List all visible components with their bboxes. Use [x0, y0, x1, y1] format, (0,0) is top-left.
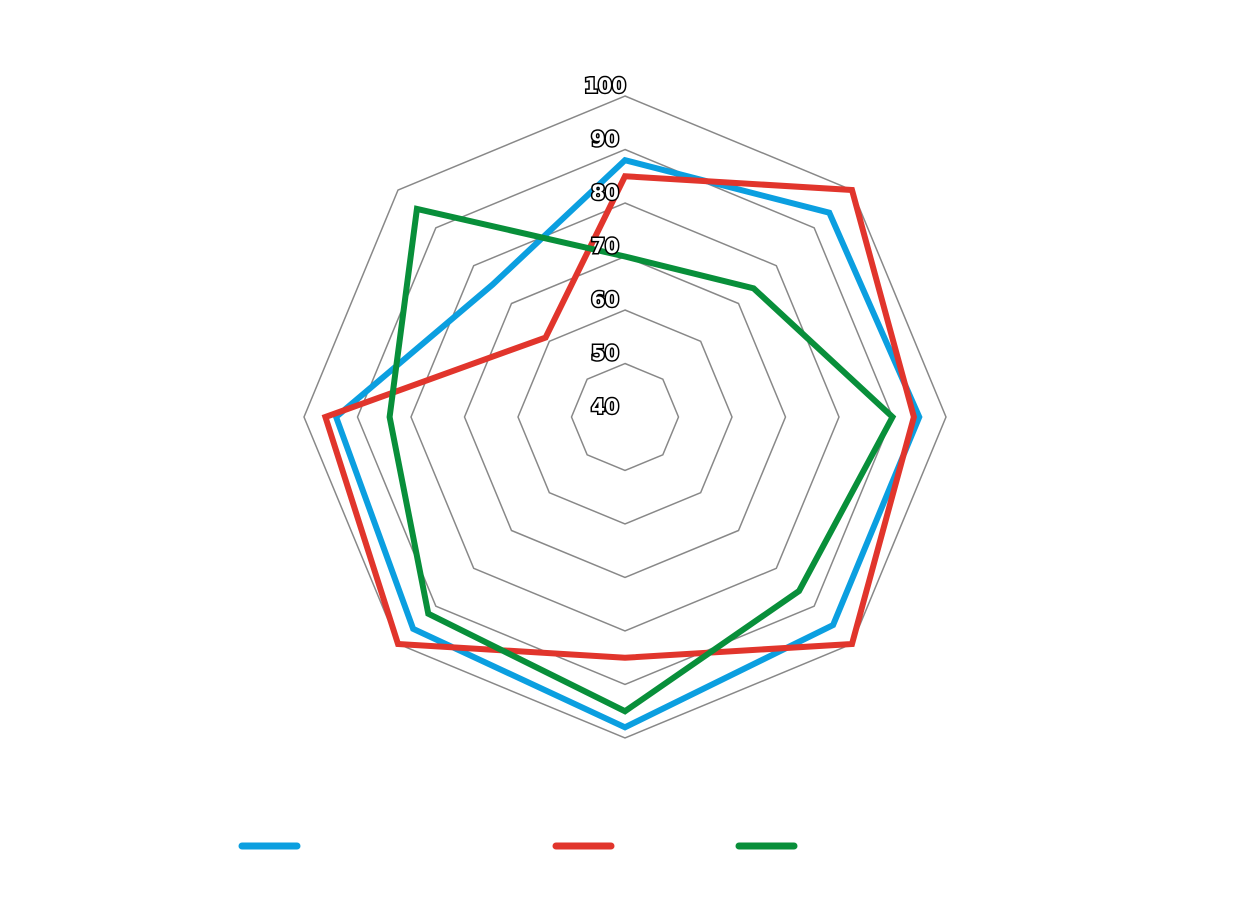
series-line — [332, 156, 923, 731]
series-line — [386, 205, 897, 715]
grid-ring — [570, 362, 680, 472]
series-line — [321, 173, 918, 661]
grid-ring — [410, 202, 840, 632]
tick-label: 50 — [591, 341, 619, 365]
tick-labels: 40 50 60 70 80 90 100 — [583, 72, 628, 420]
tick-label: 70 — [591, 234, 619, 258]
grid — [303, 95, 947, 739]
grid-ring — [517, 309, 733, 525]
tick-label: 90 — [591, 127, 619, 151]
tick-label: 80 — [591, 181, 619, 205]
grid-ring — [463, 255, 787, 579]
plot-area — [321, 156, 923, 731]
grid-ring — [356, 148, 894, 686]
tick-label: 100 — [584, 74, 626, 98]
tick-label: 40 — [591, 395, 619, 419]
grid-ring — [303, 95, 947, 739]
tick-label: 60 — [591, 288, 619, 312]
